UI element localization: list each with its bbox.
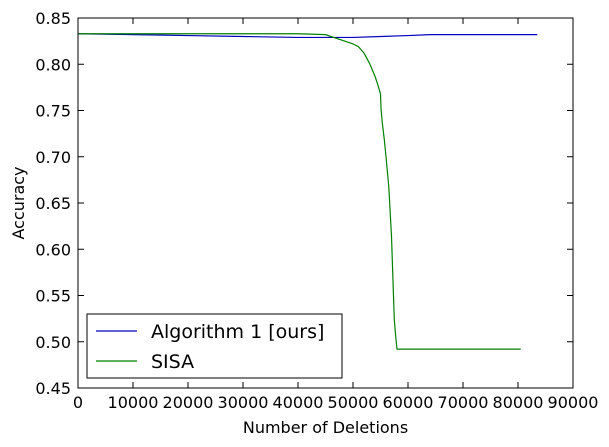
x-tick-label-4: 40000 xyxy=(273,393,324,412)
x-tick-label-2: 20000 xyxy=(163,393,214,412)
series-line-1 xyxy=(78,33,521,350)
x-tick-label-7: 70000 xyxy=(438,393,489,412)
legend-box xyxy=(86,313,343,379)
y-tick-label-6: 0.75 xyxy=(35,102,71,121)
tick-layer: 0 10000 20000 30000 40000 50000 60000 70000 8000… xyxy=(35,9,598,412)
x-tick-label-3: 30000 xyxy=(218,393,269,412)
x-tick-label-8: 80000 xyxy=(493,393,544,412)
legend-label-sisa: SISA xyxy=(151,351,194,373)
y-tick-label-2: 0.55 xyxy=(35,287,71,306)
y-axis-title: Accuracy xyxy=(9,166,28,239)
y-tick-label-4: 0.65 xyxy=(35,194,71,213)
series-line-0 xyxy=(77,33,538,39)
y-tick-label-0: 0.45 xyxy=(35,379,71,398)
y-tick-label-8: 0.85 xyxy=(35,9,71,28)
y-tick-label-7: 0.80 xyxy=(35,55,71,74)
legend-label-algorithm-1: Algorithm 1 [ours] xyxy=(151,321,324,343)
series-layer xyxy=(77,33,538,350)
x-axis-title: Number of Deletions xyxy=(243,418,408,437)
x-tick-label-9: 90000 xyxy=(548,393,599,412)
x-tick-label-1: 10000 xyxy=(108,393,159,412)
y-tick-label-5: 0.70 xyxy=(35,148,71,167)
x-tick-label-5: 50000 xyxy=(328,393,379,412)
x-tick-label-0: 0 xyxy=(73,393,83,412)
legend: Algorithm 1 [ours] SISA xyxy=(86,313,343,379)
x-tick-label-6: 60000 xyxy=(383,393,434,412)
y-tick-label-1: 0.50 xyxy=(35,333,71,352)
y-tick-label-3: 0.60 xyxy=(35,240,71,259)
